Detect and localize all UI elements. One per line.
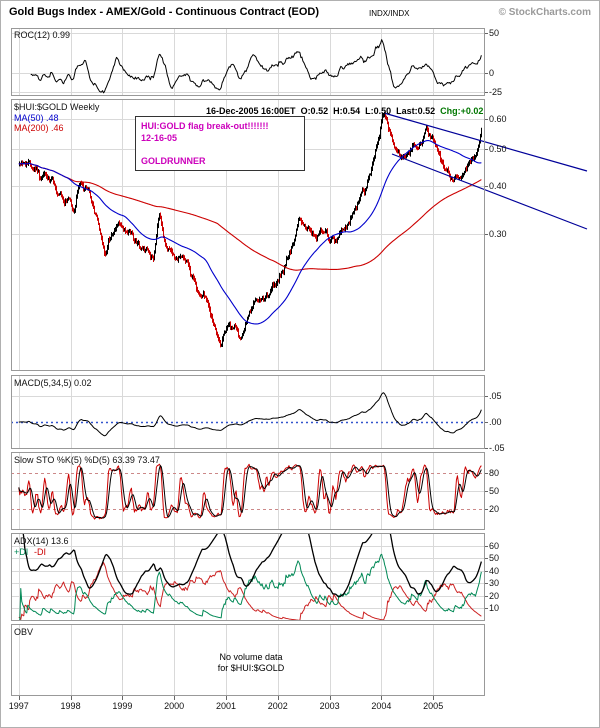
quote-last: Last:0.52	[396, 106, 436, 116]
annotation-signature: GOLDRUNNER	[141, 156, 206, 166]
x-axis-label: 2002	[267, 701, 288, 711]
annotation-box: HUI:GOLD flag break-out!!!!!!! 12-16-05 …	[135, 116, 305, 171]
obv-panel-label: OBV	[14, 627, 34, 637]
quote-high: H:0.54	[333, 106, 361, 116]
y-axis-label: 20	[489, 590, 500, 601]
y-axis-label: 80	[489, 468, 500, 478]
annotation-line1: HUI:GOLD flag break-out!!!!!!!	[141, 121, 269, 131]
x-axis-label: 2000	[164, 701, 185, 711]
macd-panel-label: MACD(5,34,5) 0.02	[14, 378, 92, 388]
y-axis-label: 0.50	[489, 144, 507, 155]
sto-panel-label: Slow STO %K(5) %D(5) 63.39 73.47	[14, 455, 160, 465]
quote-datetime: 16-Dec-2005 16:00ET	[206, 106, 296, 116]
symbol-label: $HUI:$GOLD Weekly	[14, 102, 100, 112]
y-axis-label: 20	[489, 504, 500, 514]
y-axis-label: 40	[489, 565, 500, 576]
y-axis-label: 50	[489, 486, 500, 496]
copyright-label: © StockCharts.com	[498, 7, 591, 18]
x-axis-label: 2005	[423, 701, 444, 711]
quote-change: Chg:+0.02	[440, 106, 484, 116]
x-axis-label: 2003	[319, 701, 340, 711]
chart-title: Gold Bugs Index - AMEX/Gold - Continuous…	[9, 6, 320, 18]
y-axis-label: .00	[489, 416, 502, 427]
y-axis-label: -25	[489, 87, 503, 98]
y-axis-label: 0.30	[489, 228, 507, 239]
adx-panel-label: ADX(14) 13.6	[14, 536, 69, 546]
di-plus-legend: +DI	[14, 547, 29, 557]
x-axis-label: 2001	[215, 701, 236, 711]
y-axis-label: 0.40	[489, 181, 507, 192]
exchange-label: INDX/INDX	[369, 9, 410, 18]
y-axis-label: 0.60	[489, 113, 507, 124]
y-axis-label: 0	[489, 67, 495, 78]
x-axis-label: 2004	[371, 701, 392, 711]
x-axis-label: 1998	[60, 701, 81, 711]
obv-no-volume-message: No volume data for $HUI:$GOLD	[176, 652, 326, 674]
quote-open: O:0.52	[300, 106, 329, 116]
di-minus-legend: -DI	[34, 547, 46, 557]
y-axis-label: 50	[489, 28, 500, 39]
y-axis-label: .05	[489, 390, 502, 401]
y-axis-label: 10	[489, 603, 500, 614]
y-axis-label: 30	[489, 578, 500, 589]
annotation-line2: 12-16-05	[141, 133, 178, 143]
y-axis-label: 60	[489, 540, 500, 551]
x-axis-label: 1997	[8, 701, 29, 711]
x-axis-label: 1999	[112, 701, 133, 711]
ma200-legend: MA(200) .46	[14, 123, 64, 133]
y-axis-label: -.05	[489, 442, 505, 453]
y-axis-label: 50	[489, 553, 500, 564]
obv-message-line1: No volume data	[219, 652, 283, 662]
roc-panel-label: ROC(12) 0.99	[14, 30, 71, 40]
ma50-legend: MA(50) .48	[14, 113, 59, 123]
quote-low: L:0.50	[365, 106, 392, 116]
obv-message-line2: for $HUI:$GOLD	[217, 663, 285, 673]
quote-bar: 16-Dec-2005 16:00ET O:0.52 H:0.54 L:0.50 Las…	[206, 101, 483, 119]
